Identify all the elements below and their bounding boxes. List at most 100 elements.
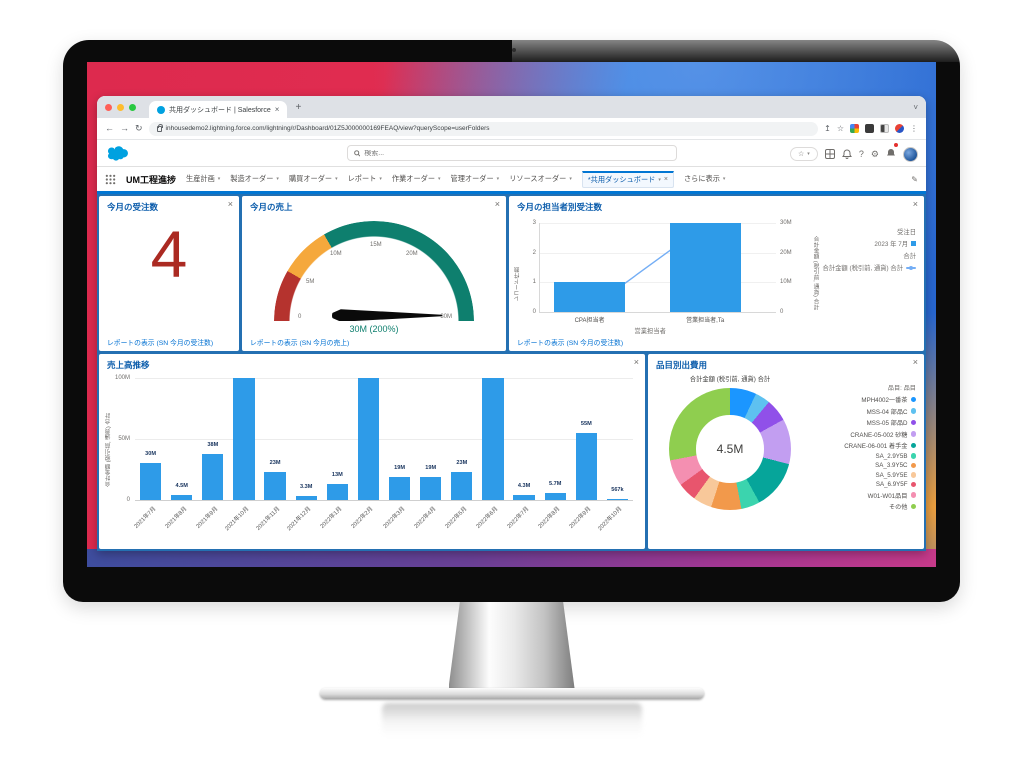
- bell-icon[interactable]: [841, 149, 852, 159]
- extension-icon[interactable]: [865, 124, 874, 133]
- setup-gear-icon[interactable]: ⚙: [870, 148, 879, 159]
- chevron-down-icon: ▾: [569, 176, 572, 182]
- browser-tab[interactable]: 共用ダッシュボード | Salesforce ×: [149, 101, 288, 118]
- bar-column: 5.7M 2022年8月: [538, 378, 571, 530]
- bar[interactable]: [233, 378, 255, 500]
- view-report-link[interactable]: レポートの表示 (SN 今月の受注数): [107, 340, 214, 347]
- salesforce-favicon-icon: [157, 105, 165, 114]
- bar[interactable]: [202, 453, 224, 500]
- legend-dot-marker: [910, 431, 916, 437]
- legend-item[interactable]: SA_3.9Y5C: [812, 462, 916, 469]
- legend-item[interactable]: SA_5.9Y5E: [812, 472, 916, 479]
- legend-item[interactable]: CRANE-05-002 砂糖: [812, 430, 916, 439]
- nav-tab[interactable]: 管理オーダー ▾: [451, 174, 500, 184]
- bar[interactable]: [451, 471, 473, 500]
- legend-item[interactable]: MSS-05 部品D: [812, 418, 916, 427]
- bar-value-label: 4.5M: [175, 482, 188, 489]
- global-search[interactable]: [346, 145, 677, 161]
- bar[interactable]: [575, 432, 597, 500]
- bar[interactable]: [482, 378, 504, 500]
- tab-search-icon[interactable]: ˅: [913, 102, 918, 112]
- close-icon[interactable]: ×: [494, 199, 500, 209]
- legend-item[interactable]: SA_6.9Y5F: [812, 481, 916, 488]
- help-icon[interactable]: ?: [858, 148, 864, 159]
- nav-tab[interactable]: レポート ▾: [348, 174, 382, 184]
- bar[interactable]: [139, 463, 162, 500]
- chevron-down-icon: ▾: [807, 151, 810, 157]
- legend-item[interactable]: SA_2.9Y5B: [812, 453, 916, 460]
- bar[interactable]: [357, 378, 379, 500]
- monitor-stand-base: [319, 688, 704, 699]
- legend-label: その他: [888, 504, 908, 511]
- gauge-tick: 10M: [330, 251, 342, 257]
- user-avatar[interactable]: [903, 146, 918, 162]
- legend-item[interactable]: W01-W01品目: [812, 491, 916, 500]
- bar[interactable]: [326, 484, 348, 500]
- view-report-link[interactable]: レポートの表示 (SN 今月の売上): [250, 340, 350, 347]
- bar[interactable]: [554, 282, 625, 312]
- close-icon[interactable]: ×: [227, 199, 233, 209]
- legend-item[interactable]: MPH4002一番茶: [812, 395, 916, 404]
- bar[interactable]: [264, 471, 286, 500]
- monitor-stand-reflection: [381, 703, 642, 737]
- nav-tab[interactable]: 製造オーダー ▾: [230, 174, 279, 184]
- close-icon[interactable]: ×: [912, 357, 918, 367]
- new-tab-button[interactable]: +: [295, 101, 302, 113]
- legend-item[interactable]: その他: [812, 502, 916, 511]
- edit-pencil-icon[interactable]: ✎: [911, 174, 918, 184]
- extension-icon[interactable]: [850, 124, 859, 133]
- bar-column: 38M 2021年9月: [195, 378, 228, 530]
- reload-button[interactable]: ↻: [135, 123, 143, 133]
- nav-tab-label: 製造オーダー: [230, 174, 274, 183]
- tab-close-icon[interactable]: ×: [274, 105, 280, 114]
- macos-zoom-button[interactable]: [129, 103, 136, 111]
- legend-item[interactable]: CRANE-06-001 着手金: [812, 441, 916, 450]
- nav-tab[interactable]: リソースオーダー ▾: [509, 174, 572, 184]
- nav-tabs: 生産計画 ▾ 製造オーダー ▾ 購買オーダー ▾ レポート ▾ 作業オーダー ▾ 管理オーダー ▾ リソ…: [186, 174, 572, 184]
- back-button[interactable]: ←: [105, 123, 114, 133]
- app-launcher-icon[interactable]: [105, 174, 116, 185]
- nav-tab-label: 作業オーダー: [391, 174, 436, 183]
- profile-avatar-icon[interactable]: [895, 124, 904, 133]
- bar[interactable]: [669, 223, 741, 312]
- legend-label: W01-W01品目: [867, 492, 908, 500]
- legend-label: CRANE-05-002 砂糖: [850, 431, 908, 439]
- forward-button[interactable]: →: [120, 123, 129, 133]
- address-bar[interactable]: inhousedemo2.lightning.force.com/lightni…: [148, 121, 819, 136]
- close-icon[interactable]: ×: [912, 199, 918, 209]
- bar[interactable]: [606, 499, 628, 500]
- bar[interactable]: [513, 494, 535, 500]
- close-icon[interactable]: ×: [633, 357, 639, 367]
- notifications-bell[interactable]: [886, 142, 899, 163]
- bezel-reflection: [511, 40, 960, 62]
- chevron-down-icon[interactable]: ▾: [658, 176, 661, 183]
- nav-tab-more[interactable]: さらに表示 ▾: [684, 174, 725, 184]
- legend-item[interactable]: MSS-04 部品C: [812, 407, 916, 416]
- card-expenses-by-item: 品目別出費用 × 合計金額 (税引前, 通貨) 合計 4.5M: [648, 354, 924, 549]
- browser-menu-icon[interactable]: ⋮: [910, 124, 918, 133]
- macos-minimize-button[interactable]: [117, 103, 124, 111]
- nav-tab[interactable]: 生産計画 ▾: [186, 174, 220, 184]
- extension-icon[interactable]: [880, 124, 889, 133]
- search-input[interactable]: [364, 149, 670, 157]
- tab-title: 共用ダッシュボード | Salesforce: [169, 106, 271, 114]
- bookmark-star-icon[interactable]: ☆: [836, 124, 844, 133]
- legend-label: 2023 年 7月: [874, 241, 908, 248]
- view-report-link[interactable]: レポートの表示 (SN 今月の受注数): [517, 340, 624, 347]
- nav-tab[interactable]: 購買オーダー ▾: [289, 174, 338, 184]
- bar[interactable]: [420, 476, 442, 500]
- favorites-pill[interactable]: ☆ ▾: [789, 147, 818, 161]
- bar[interactable]: [171, 494, 193, 500]
- legend-item[interactable]: 2023 年 7月: [822, 239, 916, 248]
- macos-close-button[interactable]: [105, 103, 112, 111]
- bar[interactable]: [544, 493, 566, 500]
- nav-tab[interactable]: 作業オーダー ▾: [392, 174, 441, 184]
- nav-tab-active-dashboard[interactable]: *共用ダッシュボード ▾ ×: [581, 170, 674, 188]
- bar[interactable]: [388, 476, 411, 500]
- close-tab-icon[interactable]: ×: [663, 176, 668, 183]
- bar[interactable]: [295, 495, 317, 500]
- share-icon[interactable]: ↥: [824, 124, 831, 133]
- companion-grid-icon[interactable]: [824, 149, 835, 159]
- bar-column: 2022年2月: [351, 378, 384, 530]
- legend-item[interactable]: 合計金額 (税引前, 通貨) 合計: [822, 263, 916, 272]
